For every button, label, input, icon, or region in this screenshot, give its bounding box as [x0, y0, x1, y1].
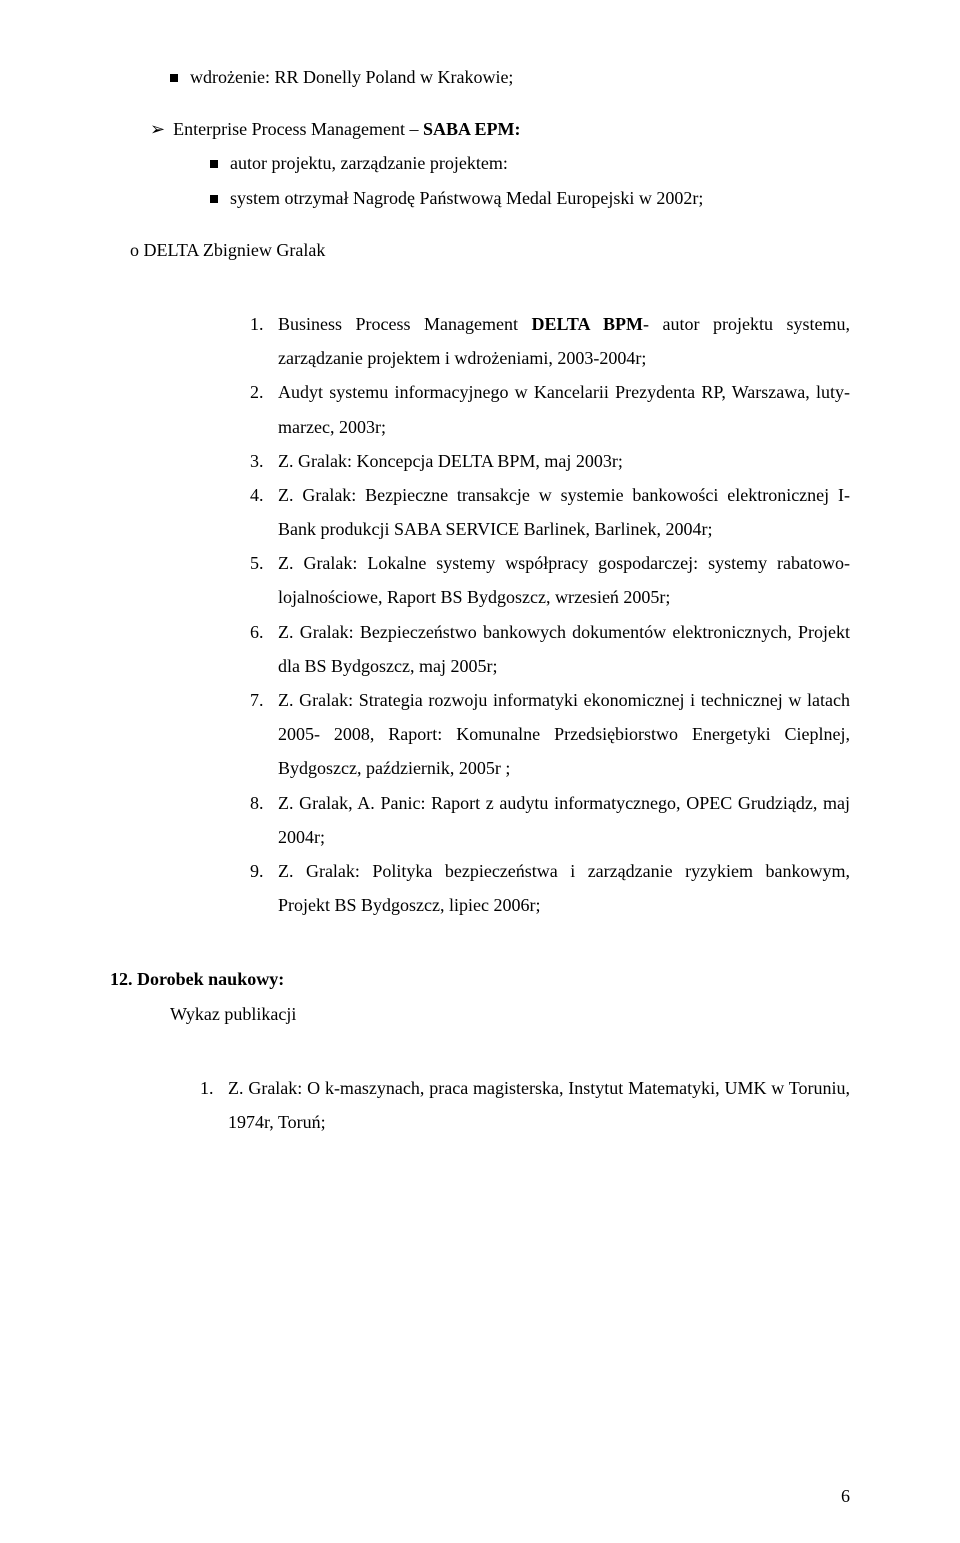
item-number: 6.: [250, 615, 278, 683]
text: wdrożenie: RR Donelly Poland w Krakowie;: [190, 67, 513, 87]
square-bullet-icon: [210, 195, 218, 203]
text: system otrzymał Nagrodę Państwową Medal …: [230, 188, 703, 208]
text-bold: SABA EPM:: [423, 119, 521, 139]
item-number: 2.: [250, 375, 278, 443]
circle-line: o DELTA Zbigniew Gralak: [130, 233, 850, 267]
text: autor projektu, zarządzanie projektem:: [230, 153, 508, 173]
list-item: 1. Z. Gralak: O k-maszynach, praca magis…: [200, 1071, 850, 1139]
list-item: 3. Z. Gralak: Koncepcja DELTA BPM, maj 2…: [250, 444, 850, 478]
item-number: 1.: [200, 1071, 228, 1139]
item-text: Z. Gralak, A. Panic: Raport z audytu inf…: [278, 786, 850, 854]
square-bullet-icon: [210, 160, 218, 168]
item-number: 7.: [250, 683, 278, 786]
subheading: Wykaz publikacji: [170, 997, 850, 1031]
text-bold: DELTA BPM: [531, 314, 643, 334]
item-text: Z. Gralak: O k-maszynach, praca magister…: [228, 1071, 850, 1139]
list-item: 5. Z. Gralak: Lokalne systemy współpracy…: [250, 546, 850, 614]
item-text: Z. Gralak: Koncepcja DELTA BPM, maj 2003…: [278, 444, 850, 478]
item-text: Z. Gralak: Bezpieczeństwo bankowych doku…: [278, 615, 850, 683]
list-item: 7. Z. Gralak: Strategia rozwoju informat…: [250, 683, 850, 786]
item-number: 5.: [250, 546, 278, 614]
item-number: 1.: [250, 307, 278, 375]
bulleted-line: autor projektu, zarządzanie projektem:: [210, 146, 850, 180]
circle-bullet-icon: o: [130, 240, 139, 260]
item-text: Z. Gralak: Bezpieczne transakcje w syste…: [278, 478, 850, 546]
numbered-list: 1. Business Process Management DELTA BPM…: [250, 307, 850, 922]
item-number: 9.: [250, 854, 278, 922]
section-heading: 12. Dorobek naukowy:: [110, 962, 850, 996]
list-item: 1. Business Process Management DELTA BPM…: [250, 307, 850, 375]
bulleted-line: wdrożenie: RR Donelly Poland w Krakowie;: [170, 60, 850, 94]
item-number: 4.: [250, 478, 278, 546]
list-item: 2. Audyt systemu informacyjnego w Kancel…: [250, 375, 850, 443]
list-item: 6. Z. Gralak: Bezpieczeństwo bankowych d…: [250, 615, 850, 683]
item-text: Z. Gralak: Polityka bezpieczeństwa i zar…: [278, 854, 850, 922]
text: DELTA Zbigniew Gralak: [144, 240, 326, 260]
arrow-icon: ➢: [150, 112, 165, 146]
item-text: Z. Gralak: Lokalne systemy współpracy go…: [278, 546, 850, 614]
list-item: 9. Z. Gralak: Polityka bezpieczeństwa i …: [250, 854, 850, 922]
item-text: Z. Gralak: Strategia rozwoju informatyki…: [278, 683, 850, 786]
bulleted-line: system otrzymał Nagrodę Państwową Medal …: [210, 181, 850, 215]
document-page: wdrożenie: RR Donelly Poland w Krakowie;…: [0, 0, 960, 1543]
item-text: Business Process Management DELTA BPM- a…: [278, 307, 850, 375]
square-bullet-icon: [170, 74, 178, 82]
arrow-line: ➢ Enterprise Process Management – SABA EP…: [150, 112, 850, 146]
text: Enterprise Process Management –: [173, 119, 423, 139]
text: Business Process Management: [278, 314, 531, 334]
numbered-list: 1. Z. Gralak: O k-maszynach, praca magis…: [200, 1071, 850, 1139]
item-number: 3.: [250, 444, 278, 478]
list-item: 4. Z. Gralak: Bezpieczne transakcje w sy…: [250, 478, 850, 546]
item-text: Audyt systemu informacyjnego w Kancelari…: [278, 375, 850, 443]
list-item: 8. Z. Gralak, A. Panic: Raport z audytu …: [250, 786, 850, 854]
item-number: 8.: [250, 786, 278, 854]
page-number: 6: [841, 1479, 850, 1513]
